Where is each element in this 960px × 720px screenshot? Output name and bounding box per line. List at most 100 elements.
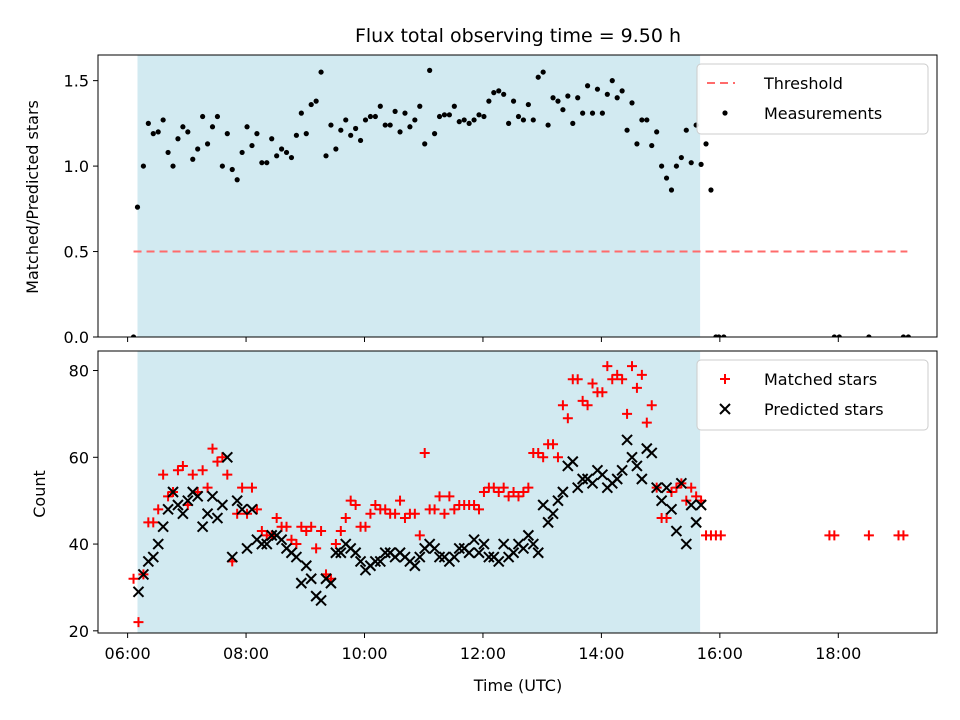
legend-box <box>696 63 929 135</box>
x-tick-label: 16:00 <box>697 644 743 663</box>
data-point <box>474 504 485 515</box>
series-matched-stars <box>128 361 909 628</box>
data-point <box>222 469 233 480</box>
data-point <box>407 124 413 130</box>
data-point <box>229 166 235 173</box>
data-point <box>290 551 303 563</box>
data-point <box>315 594 327 607</box>
data-point <box>481 113 487 120</box>
legend-label: Threshold <box>763 74 843 93</box>
data-point <box>180 124 186 130</box>
data-point <box>155 129 161 135</box>
data-point <box>560 107 566 113</box>
data-point <box>226 551 238 563</box>
data-point <box>572 374 583 385</box>
data-point <box>187 469 198 480</box>
data-point <box>133 617 144 628</box>
data-point <box>191 490 204 503</box>
data-point <box>353 125 359 132</box>
data-point <box>392 108 398 114</box>
data-point <box>629 100 635 106</box>
data-point <box>357 137 364 144</box>
data-point <box>690 516 702 529</box>
data-point <box>476 112 482 118</box>
data-point <box>147 551 159 563</box>
data-point <box>565 93 571 99</box>
data-point <box>325 577 337 589</box>
data-point <box>132 586 145 598</box>
axes-frame <box>97 54 938 338</box>
data-point <box>390 508 401 519</box>
data-point <box>548 439 559 450</box>
data-point <box>621 434 633 446</box>
data-point <box>211 512 224 524</box>
data-point <box>513 491 524 502</box>
data-point <box>429 504 440 515</box>
data-point <box>200 113 206 120</box>
data-point <box>387 122 393 128</box>
data-point <box>448 551 461 563</box>
data-point <box>221 451 234 463</box>
data-point <box>241 542 253 555</box>
data-point <box>269 136 275 142</box>
data-point <box>313 98 319 104</box>
data-point <box>209 124 216 130</box>
data-point <box>148 517 159 528</box>
data-point <box>293 132 299 138</box>
legend-swatch <box>720 374 730 384</box>
data-point <box>153 504 164 515</box>
data-point <box>537 499 549 511</box>
data-point <box>175 136 181 142</box>
data-point <box>708 187 714 193</box>
data-point <box>668 187 675 193</box>
data-point <box>599 110 605 116</box>
data-point <box>231 494 243 507</box>
data-point <box>461 117 467 123</box>
data-point <box>328 122 334 128</box>
data-point <box>570 120 576 126</box>
data-point <box>318 69 324 75</box>
data-point <box>589 110 596 116</box>
data-point <box>683 127 689 133</box>
data-point <box>256 538 268 550</box>
data-point <box>636 473 648 485</box>
data-point <box>165 149 171 156</box>
data-point <box>691 491 702 502</box>
data-point <box>698 161 704 167</box>
data-point <box>434 491 445 502</box>
data-point <box>236 503 248 516</box>
legend-label: Matched stars <box>764 370 877 389</box>
data-point <box>716 334 722 337</box>
data-point <box>439 508 450 519</box>
data-point <box>150 131 156 137</box>
data-point <box>675 477 688 490</box>
data-point <box>382 122 388 128</box>
y-tick-label: 40 <box>69 535 89 554</box>
data-point <box>660 481 673 494</box>
data-point <box>644 117 650 123</box>
data-point <box>298 110 304 116</box>
data-point <box>650 481 663 494</box>
data-point <box>170 163 176 169</box>
data-point <box>612 369 623 380</box>
data-point <box>695 499 707 511</box>
data-point <box>278 146 285 152</box>
data-point <box>182 494 194 507</box>
data-point <box>214 113 221 120</box>
data-point <box>685 499 697 511</box>
data-point <box>626 361 637 372</box>
x-tick-label: 06:00 <box>105 644 151 663</box>
data-point <box>659 163 665 169</box>
data-point <box>428 542 441 555</box>
data-point <box>488 482 499 493</box>
data-point <box>367 113 374 120</box>
data-point <box>251 504 262 515</box>
data-point <box>349 547 362 559</box>
data-point <box>152 538 164 550</box>
data-point <box>557 400 568 411</box>
data-point <box>518 487 529 497</box>
data-point <box>295 577 308 589</box>
data-point <box>596 468 609 481</box>
x-tick-label: 12:00 <box>460 644 506 663</box>
